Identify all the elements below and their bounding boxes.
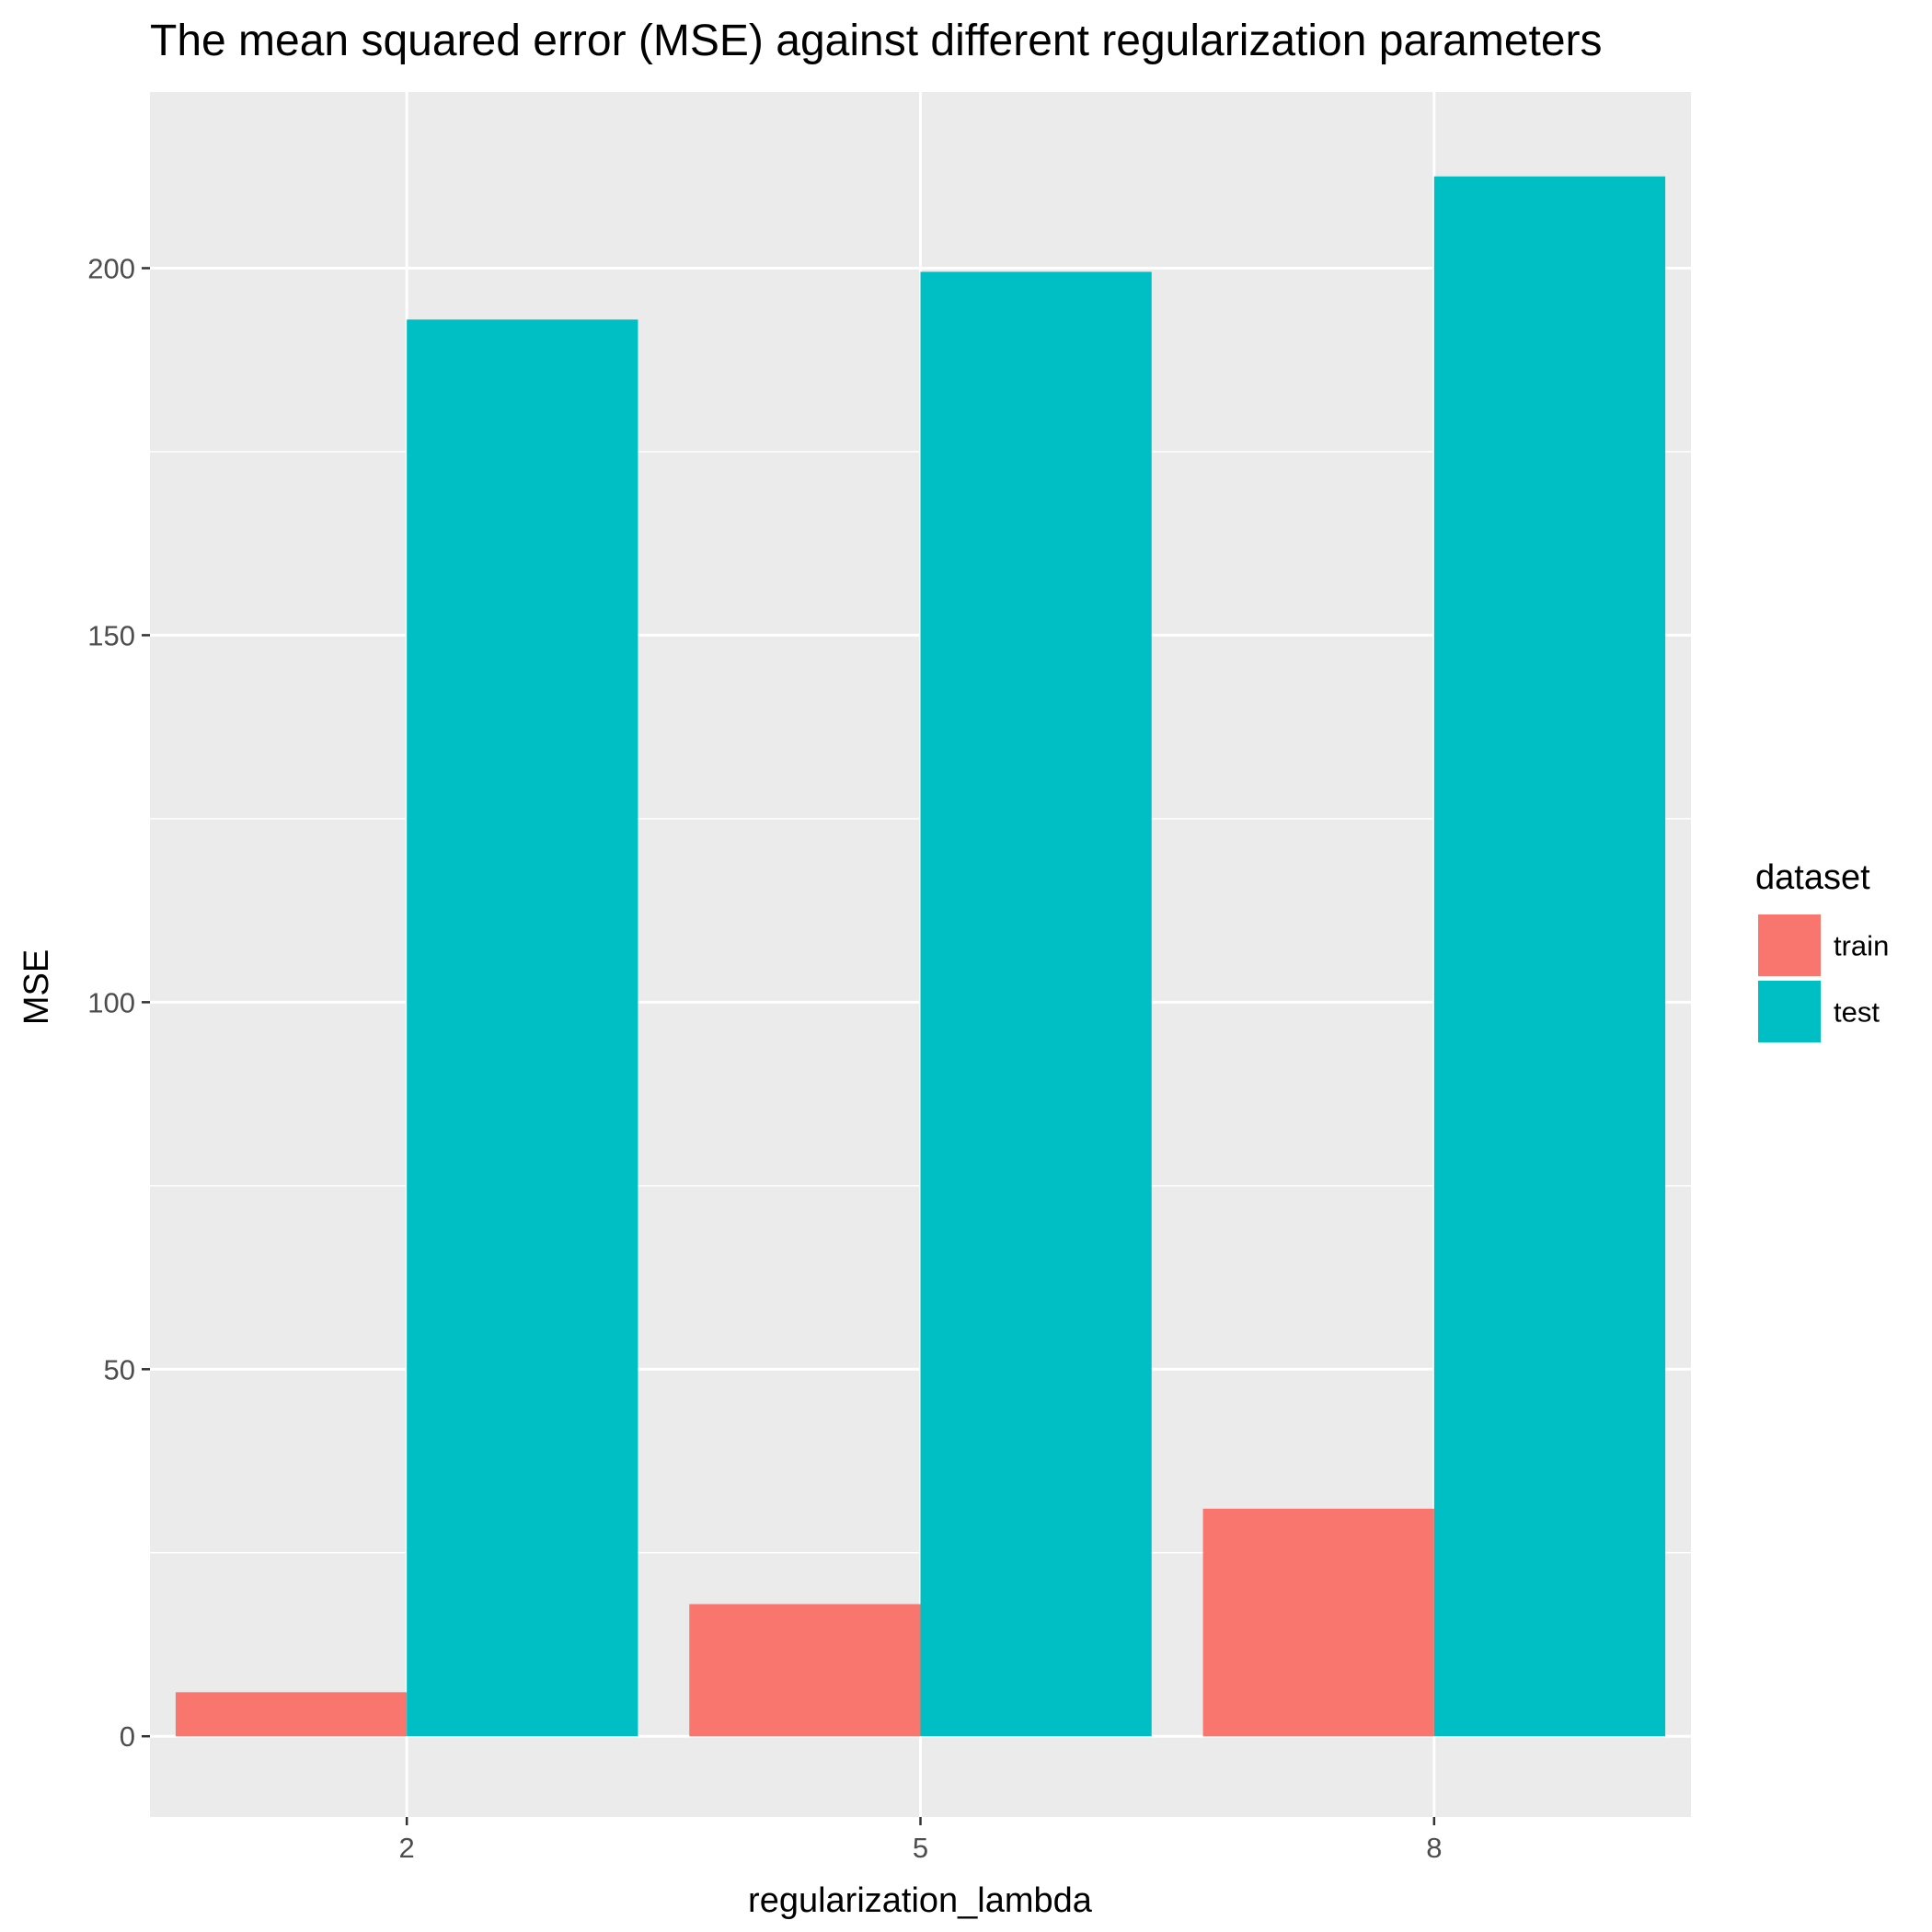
y-tick-label: 50 [104, 1353, 135, 1386]
bar-train-8 [1202, 1508, 1434, 1737]
bar-test-2 [407, 319, 638, 1737]
bar-train-5 [689, 1604, 921, 1737]
y-tick-label: 150 [87, 619, 135, 651]
bar-test-8 [1433, 176, 1666, 1737]
y-tick-label: 100 [87, 986, 135, 1018]
legend-key-test [1758, 981, 1821, 1042]
legend-key-train [1758, 914, 1821, 976]
x-tick-label: 8 [1426, 1832, 1442, 1864]
legend: dataset train test [1755, 858, 1889, 1042]
y-tick-label: 0 [120, 1720, 135, 1753]
bar-train-2 [175, 1692, 408, 1737]
legend-label-test: test [1834, 996, 1880, 1029]
legend-title: dataset [1755, 858, 1870, 897]
axes: 0 50 100 150 200 2 5 8 [87, 252, 1442, 1864]
legend-label-train: train [1834, 930, 1889, 962]
chart-title: The mean squared error (MSE) against dif… [150, 17, 1603, 65]
x-axis-title: regularization_lambda [748, 1881, 1093, 1920]
x-tick-label: 5 [913, 1832, 928, 1864]
x-tick-label: 2 [399, 1832, 415, 1864]
y-tick-label: 200 [87, 252, 135, 284]
bars [175, 176, 1666, 1737]
bar-test-5 [920, 271, 1152, 1737]
y-axis-title: MSE [17, 949, 56, 1025]
